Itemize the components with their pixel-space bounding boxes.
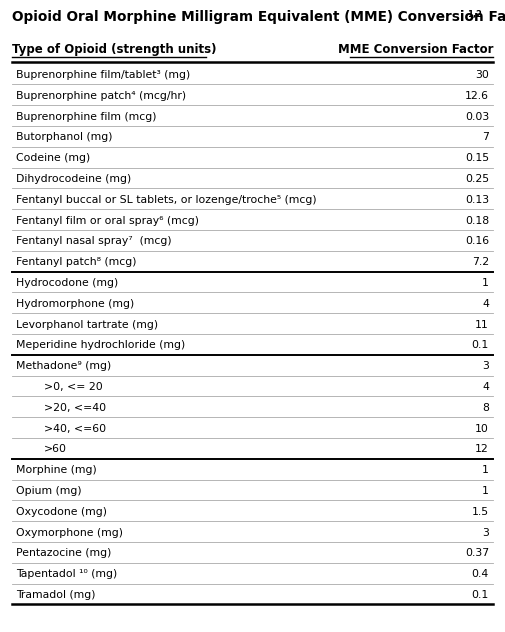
Text: Hydrocodone (mg): Hydrocodone (mg) xyxy=(16,278,118,288)
Text: 1,2: 1,2 xyxy=(467,10,482,19)
Text: 0.13: 0.13 xyxy=(465,195,489,205)
Text: 3: 3 xyxy=(482,528,489,538)
Text: Buprenorphine film/tablet³ (mg): Buprenorphine film/tablet³ (mg) xyxy=(16,70,190,80)
Text: 0.15: 0.15 xyxy=(465,153,489,163)
Text: >40, <=60: >40, <=60 xyxy=(44,423,106,434)
Text: 30: 30 xyxy=(475,70,489,80)
Text: 0.18: 0.18 xyxy=(465,216,489,226)
Text: Fentanyl buccal or SL tablets, or lozenge/troche⁵ (mcg): Fentanyl buccal or SL tablets, or lozeng… xyxy=(16,195,317,205)
Text: 4: 4 xyxy=(482,299,489,309)
Text: 7: 7 xyxy=(482,132,489,142)
Text: Buprenorphine patch⁴ (mcg/hr): Buprenorphine patch⁴ (mcg/hr) xyxy=(16,91,186,100)
Text: Pentazocine (mg): Pentazocine (mg) xyxy=(16,549,112,558)
Text: Opium (mg): Opium (mg) xyxy=(16,486,82,496)
Text: Tramadol (mg): Tramadol (mg) xyxy=(16,590,95,600)
Text: Butorphanol (mg): Butorphanol (mg) xyxy=(16,132,113,142)
Text: Type of Opioid (strength units): Type of Opioid (strength units) xyxy=(12,43,217,56)
Text: Buprenorphine film (mcg): Buprenorphine film (mcg) xyxy=(16,111,157,121)
Text: Oxycodone (mg): Oxycodone (mg) xyxy=(16,507,107,517)
Text: Tapentadol ¹⁰ (mg): Tapentadol ¹⁰ (mg) xyxy=(16,569,117,579)
Text: 0.37: 0.37 xyxy=(465,549,489,558)
Text: Opioid Oral Morphine Milligram Equivalent (MME) Conversion Factors: Opioid Oral Morphine Milligram Equivalen… xyxy=(12,10,505,24)
Text: Meperidine hydrochloride (mg): Meperidine hydrochloride (mg) xyxy=(16,341,185,350)
Text: Morphine (mg): Morphine (mg) xyxy=(16,465,97,475)
Text: >60: >60 xyxy=(44,444,67,454)
Text: 0.1: 0.1 xyxy=(472,590,489,600)
Text: Methadone⁹ (mg): Methadone⁹ (mg) xyxy=(16,361,111,371)
Text: Levorphanol tartrate (mg): Levorphanol tartrate (mg) xyxy=(16,320,158,329)
Text: Fentanyl film or oral spray⁶ (mcg): Fentanyl film or oral spray⁶ (mcg) xyxy=(16,216,199,226)
Text: 11: 11 xyxy=(475,320,489,329)
Text: 4: 4 xyxy=(482,382,489,392)
Text: Codeine (mg): Codeine (mg) xyxy=(16,153,90,163)
Text: 1: 1 xyxy=(482,278,489,288)
Text: MME Conversion Factor: MME Conversion Factor xyxy=(337,43,493,56)
Text: Oxymorphone (mg): Oxymorphone (mg) xyxy=(16,528,123,538)
Text: 1.5: 1.5 xyxy=(472,507,489,517)
Text: 0.1: 0.1 xyxy=(472,341,489,350)
Text: 3: 3 xyxy=(482,361,489,371)
Text: 0.03: 0.03 xyxy=(465,111,489,121)
Text: 0.4: 0.4 xyxy=(472,569,489,579)
Text: 12: 12 xyxy=(475,444,489,454)
Text: Dihydrocodeine (mg): Dihydrocodeine (mg) xyxy=(16,174,131,184)
Text: >0, <= 20: >0, <= 20 xyxy=(44,382,103,392)
Text: 1: 1 xyxy=(482,486,489,496)
Text: 1: 1 xyxy=(482,465,489,475)
Text: Hydromorphone (mg): Hydromorphone (mg) xyxy=(16,299,134,309)
Text: >20, <=40: >20, <=40 xyxy=(44,403,106,413)
Text: 10: 10 xyxy=(475,423,489,434)
Text: 0.25: 0.25 xyxy=(465,174,489,184)
Text: 0.16: 0.16 xyxy=(465,236,489,246)
Text: Fentanyl patch⁸ (mcg): Fentanyl patch⁸ (mcg) xyxy=(16,257,136,267)
Text: 12.6: 12.6 xyxy=(465,91,489,100)
Text: 7.2: 7.2 xyxy=(472,257,489,267)
Text: 8: 8 xyxy=(482,403,489,413)
Text: Fentanyl nasal spray⁷  (mcg): Fentanyl nasal spray⁷ (mcg) xyxy=(16,236,172,246)
